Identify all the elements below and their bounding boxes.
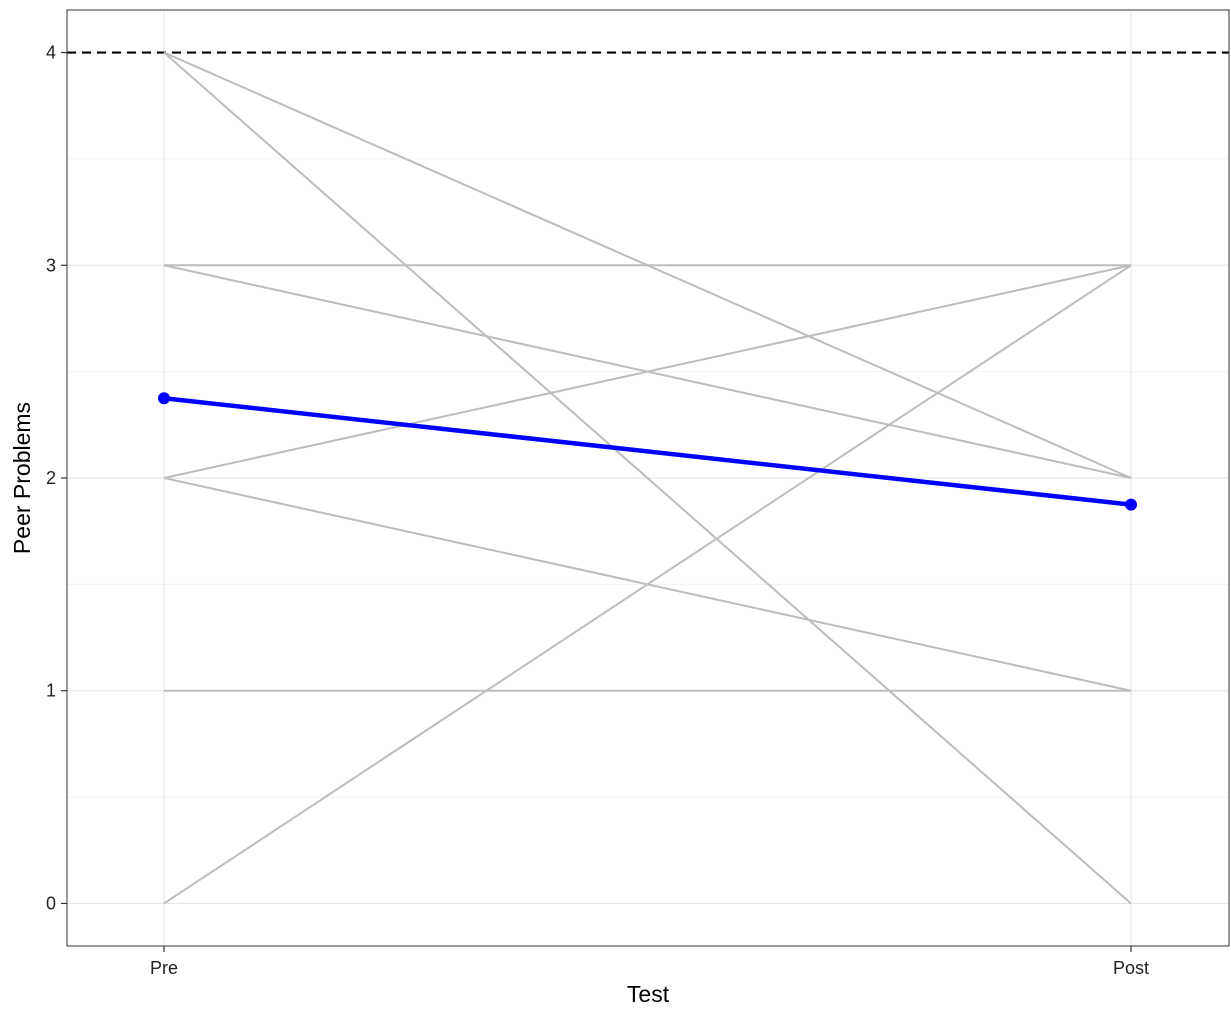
x-axis: Pre Post	[150, 946, 1149, 978]
individual-lines-layer	[163, 51, 1132, 905]
y-tick-label: 3	[46, 255, 56, 275]
y-tick-label: 4	[46, 43, 56, 63]
y-tick-label: 2	[46, 468, 56, 488]
mean-line	[161, 395, 1134, 507]
y-axis-title: Peer Problems	[9, 402, 35, 554]
individual-line	[163, 264, 1132, 479]
y-axis: 0 1 2 3 4	[46, 43, 67, 913]
y-tick-label: 0	[46, 893, 56, 913]
y-tick-label: 1	[46, 681, 56, 701]
mean-line-layer	[158, 392, 1137, 511]
x-axis-title: Test	[627, 981, 670, 1007]
mean-point	[158, 392, 170, 405]
individual-line	[163, 51, 1132, 905]
x-tick-label: Pre	[150, 958, 178, 978]
individual-line	[163, 264, 1132, 905]
mean-point	[1125, 498, 1137, 511]
x-tick-label: Post	[1113, 958, 1149, 978]
